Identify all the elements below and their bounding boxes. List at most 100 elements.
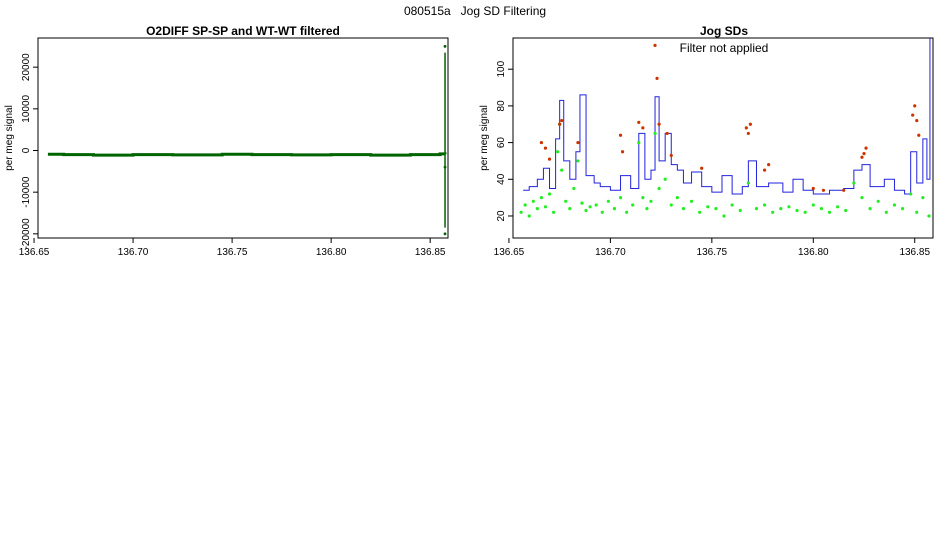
- data-point: [821, 188, 826, 192]
- x-tick-label: 136.70: [595, 247, 626, 258]
- data-point: [653, 131, 657, 136]
- data-point: [531, 199, 535, 203]
- series-line: [523, 38, 931, 195]
- data-point: [762, 168, 767, 172]
- data-point: [852, 181, 856, 185]
- x-tick-label: 136.65: [19, 247, 50, 258]
- data-layer: [47, 44, 447, 236]
- series-line: [47, 152, 447, 157]
- data-point: [909, 192, 913, 196]
- plot-frame: [37, 37, 449, 239]
- data-point: [535, 207, 539, 211]
- y-tick-label: 0: [21, 147, 32, 153]
- data-point: [738, 208, 742, 213]
- x-tick-label: 136.85: [415, 247, 446, 258]
- data-point: [803, 210, 807, 214]
- data-point: [714, 207, 718, 211]
- data-point: [558, 122, 562, 126]
- y-tick-label: 100: [496, 60, 507, 77]
- data-point: [913, 104, 917, 108]
- x-tick-label: 136.80: [316, 247, 347, 258]
- data-point: [547, 157, 552, 161]
- data-point: [811, 186, 815, 191]
- data-point: [576, 140, 580, 145]
- y-tick-label: 80: [496, 100, 507, 112]
- data-point: [730, 203, 734, 207]
- data-point: [681, 207, 686, 211]
- data-point: [746, 131, 750, 136]
- data-point: [744, 126, 748, 130]
- y-tick-label: -10000: [21, 176, 32, 208]
- y-tick-label: 10000: [21, 94, 32, 122]
- data-point: [600, 210, 604, 214]
- data-point: [779, 207, 783, 211]
- data-point: [576, 159, 580, 163]
- data-point: [641, 196, 645, 200]
- data-point: [568, 207, 572, 211]
- data-point: [819, 207, 824, 211]
- data-point: [748, 122, 752, 126]
- data-point: [669, 203, 673, 207]
- data-point: [860, 196, 864, 200]
- data-point: [547, 192, 552, 196]
- page-title: 080515a Jog SD Filtering: [403, 4, 547, 18]
- data-point: [900, 207, 905, 211]
- data-point: [884, 210, 888, 214]
- data-point: [649, 199, 653, 203]
- spike-point: [443, 165, 447, 169]
- data-point: [625, 210, 629, 214]
- y-tick-label: 60: [496, 137, 507, 149]
- data-point: [665, 131, 669, 136]
- data-point: [767, 163, 771, 167]
- data-point: [539, 196, 544, 200]
- data-point: [523, 203, 527, 207]
- data-point: [811, 203, 815, 207]
- data-point: [551, 210, 556, 214]
- data-layer: [519, 38, 931, 218]
- data-point: [787, 205, 791, 209]
- data-point: [653, 43, 657, 47]
- data-point: [618, 133, 623, 137]
- data-point: [556, 150, 560, 154]
- panel-o2diff: O2DIFF SP-SP and WT-WT filtered per meg …: [4, 24, 449, 258]
- data-point: [637, 140, 641, 145]
- data-point: [560, 118, 564, 123]
- data-point: [864, 146, 868, 150]
- data-point: [657, 186, 661, 191]
- data-point: [543, 205, 548, 209]
- data-point: [669, 153, 673, 158]
- plot-frame: [512, 37, 934, 239]
- panel-jog-sds: Jog SDs Filter not applied per meg signa…: [479, 24, 934, 258]
- data-point: [606, 199, 610, 203]
- x-tick-label: 136.85: [899, 247, 930, 258]
- data-point: [564, 199, 568, 203]
- data-point: [771, 210, 775, 214]
- data-point: [860, 155, 864, 159]
- spike-point: [443, 232, 447, 236]
- data-point: [539, 140, 544, 145]
- data-point: [698, 210, 702, 214]
- data-point: [892, 203, 897, 207]
- data-point: [911, 113, 915, 117]
- x-tick-label: 136.75: [697, 247, 728, 258]
- data-point: [827, 210, 832, 214]
- data-point: [519, 210, 523, 214]
- data-point: [618, 196, 623, 200]
- data-point: [588, 205, 592, 209]
- x-tick-label: 136.75: [217, 247, 248, 258]
- data-point: [527, 214, 531, 218]
- y-axis-label-jog-sds: per meg signal: [479, 105, 490, 171]
- data-point: [844, 208, 848, 213]
- data-point: [921, 196, 925, 200]
- data-point: [876, 199, 880, 203]
- data-point: [675, 196, 679, 200]
- data-point: [700, 166, 704, 170]
- annotation-filter-not-applied: Filter not applied: [680, 41, 769, 55]
- y-axis-label-o2diff: per meg signal: [4, 105, 15, 171]
- data-point: [543, 146, 548, 150]
- data-point: [637, 120, 641, 125]
- spike-point: [443, 44, 447, 48]
- data-point: [560, 168, 564, 172]
- data-point: [722, 214, 726, 218]
